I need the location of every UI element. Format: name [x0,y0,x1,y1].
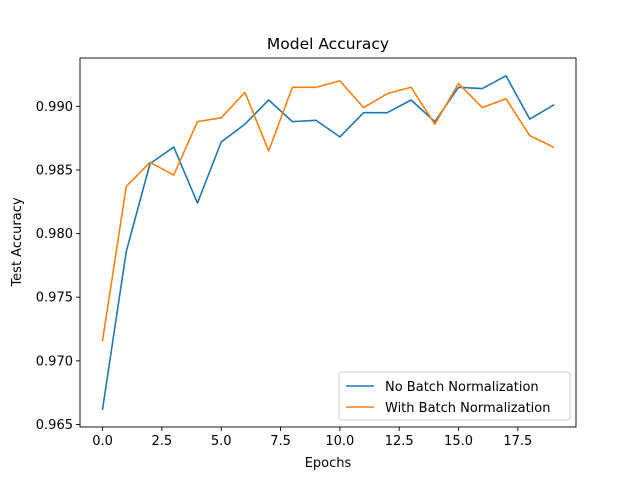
series-line-2 [101,80,555,342]
axes-frame [79,57,577,428]
x-tick-label: 7.5 [270,434,291,449]
y-tick-label: 0.990 [36,100,73,115]
legend-box [338,371,571,421]
x-tick-label: 5.0 [211,434,232,449]
legend-label-1: No Batch Normalization [385,380,539,395]
x-tick-label: 12.5 [385,434,414,449]
x-tick-label: 17.5 [503,434,532,449]
y-tick-label: 0.965 [36,418,73,433]
plot-area: 0.0 2.5 5.0 7.5 10.0 12.5 15.0 17.5 0.965 0.970 0.… [36,57,577,449]
chart-title: Model Accuracy [267,35,389,53]
legend-label-2: With Batch Normalization [385,401,551,416]
x-tick-label: 2.5 [152,434,173,449]
x-axis-title: Epochs [305,456,352,471]
x-tick-label: 0.0 [92,434,113,449]
y-tick-label: 0.985 [36,163,73,178]
y-axis-title: Test Accuracy [10,197,25,287]
legend: No Batch Normalization With Batch Normali… [338,371,571,421]
y-tick-label: 0.975 [36,291,73,306]
y-tick-label: 0.970 [36,354,73,369]
x-tick-label: 10.0 [325,434,354,449]
x-tick-label: 15.0 [444,434,473,449]
y-tick-label: 0.980 [36,227,73,242]
series-line-1 [101,75,555,411]
